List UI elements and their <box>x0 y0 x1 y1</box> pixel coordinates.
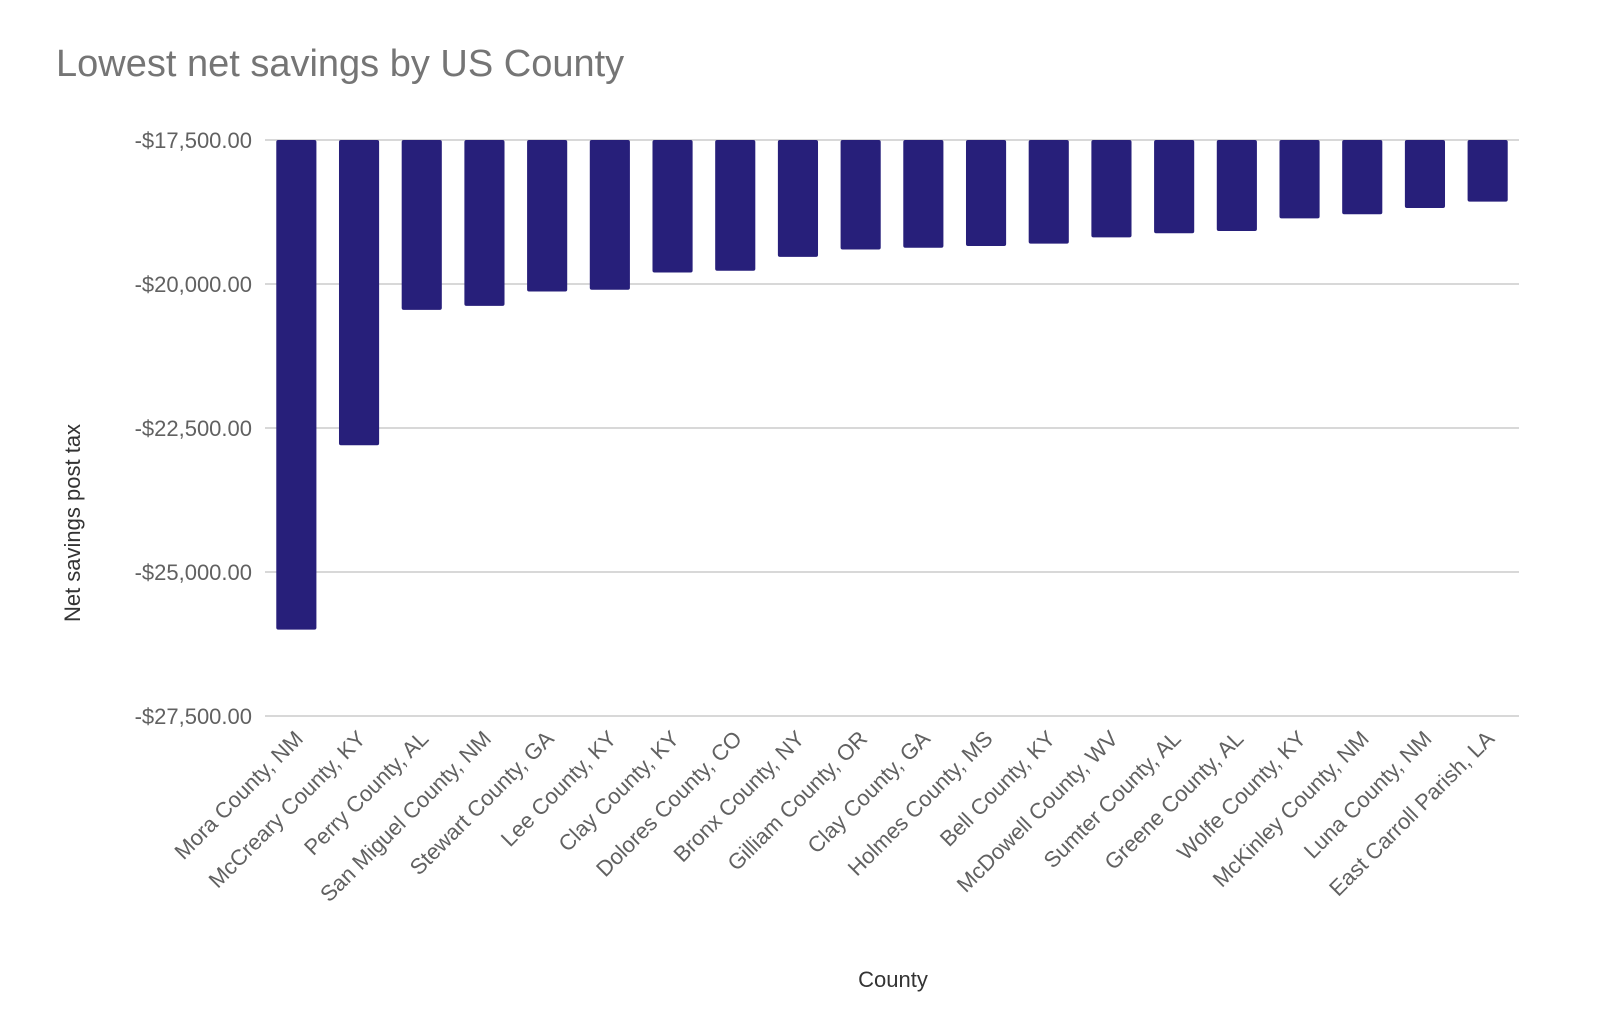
y-tick-label: -$22,500.00 <box>135 416 252 441</box>
bar <box>715 140 756 271</box>
bar <box>1216 140 1257 232</box>
bar <box>276 140 317 630</box>
bars <box>276 140 1508 630</box>
y-tick-label: -$20,000.00 <box>135 272 252 297</box>
x-axis-title: County <box>858 967 928 992</box>
bar <box>1404 140 1446 208</box>
chart-title: Lowest net savings by US County <box>56 43 624 85</box>
y-axis-tick-labels: -$17,500.00 -$20,000.00 -$22,500.00 -$25,00… <box>135 128 252 729</box>
bar <box>527 140 568 292</box>
bar <box>1028 140 1069 244</box>
y-tick-label: -$27,500.00 <box>135 704 252 729</box>
bar <box>589 140 630 290</box>
bar <box>1154 140 1195 234</box>
gridlines <box>265 139 1519 717</box>
y-tick-label: -$25,000.00 <box>135 560 252 585</box>
bar <box>1342 140 1383 215</box>
y-tick-label: -$17,500.00 <box>135 128 252 153</box>
bar <box>965 140 1007 246</box>
y-axis-title: Net savings post tax <box>60 424 85 622</box>
bar <box>464 140 505 306</box>
bar <box>652 140 693 273</box>
bar <box>1279 140 1320 219</box>
bar <box>840 140 881 250</box>
bar <box>903 140 944 248</box>
bar <box>1091 140 1132 238</box>
bar <box>401 140 442 310</box>
bar <box>1467 140 1508 202</box>
bar <box>777 140 819 257</box>
bar <box>338 140 380 446</box>
